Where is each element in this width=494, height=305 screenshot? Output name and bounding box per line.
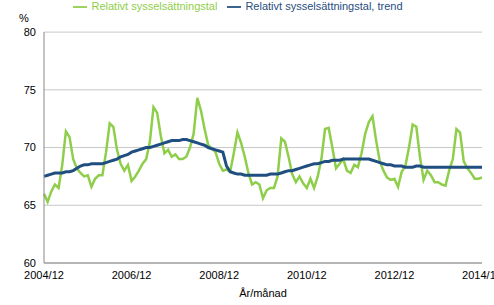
svg-text:60: 60 — [24, 257, 36, 269]
html-text:Relativt sysselsättningstal: Relativt sysselsättningstal — [91, 0, 218, 12]
svg-text:2004/12: 2004/12 — [24, 269, 64, 281]
svg-text:2012/12: 2012/12 — [375, 269, 415, 281]
svg-text:%: % — [19, 12, 29, 24]
html-text:Relativt sysselsättningstal, t: Relativt sysselsättningstal, trend — [245, 0, 403, 12]
svg-text:År/månad: År/månad — [239, 287, 287, 299]
svg-text:2006/12: 2006/12 — [112, 269, 152, 281]
svg-text:65: 65 — [24, 199, 36, 211]
svg-text:2008/12: 2008/12 — [199, 269, 239, 281]
svg-text:70: 70 — [24, 141, 36, 153]
svg-text:80: 80 — [24, 26, 36, 38]
svg-text:2014/12: 2014/12 — [462, 269, 486, 281]
svg-text:2010/12: 2010/12 — [287, 269, 327, 281]
svg-text:75: 75 — [24, 84, 36, 96]
